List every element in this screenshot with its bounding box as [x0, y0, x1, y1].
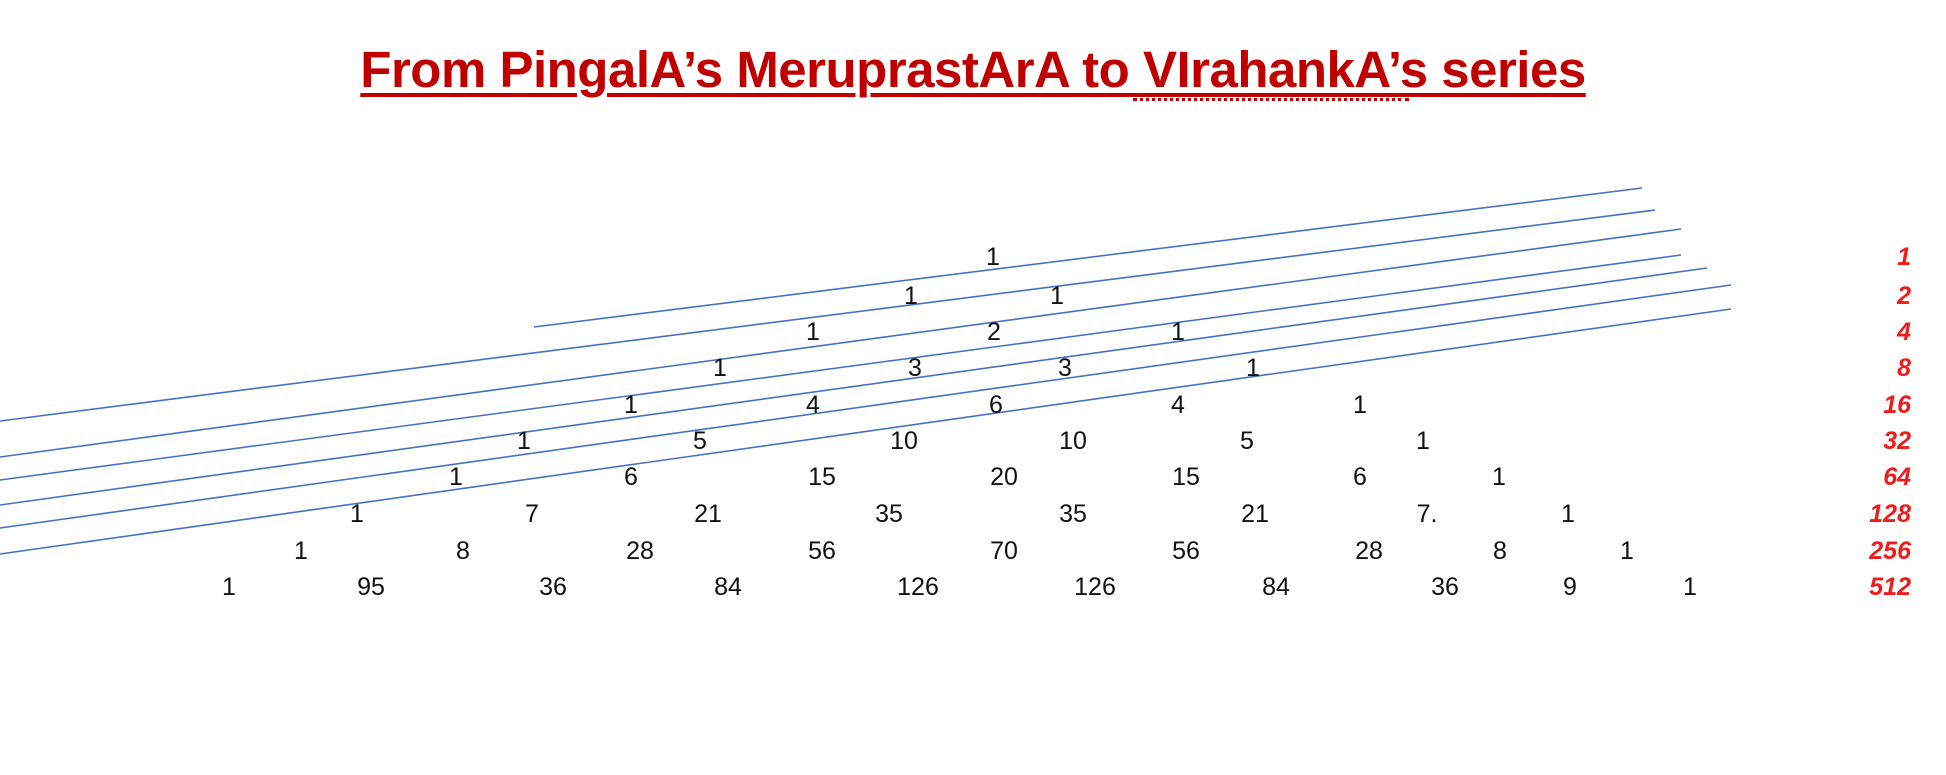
triangle-number-r9-c1: 1: [294, 537, 308, 565]
triangle-number-r8-c3: 21: [694, 500, 722, 528]
triangle-number-r9-c5: 70: [990, 537, 1018, 565]
triangle-number-r8-c2: 7: [525, 500, 539, 528]
diagonal-line-1: [533, 187, 1643, 328]
triangle-number-r7-c7: 1: [1492, 463, 1506, 491]
triangle-number-r6-c3: 10: [890, 427, 918, 455]
row-total-1: 1: [1897, 243, 1911, 271]
triangle-number-r10-c7: 84: [1262, 573, 1290, 601]
triangle-number-r5-c3: 6: [989, 391, 1003, 419]
diagonal-line-6: [0, 284, 1732, 529]
triangle-number-r6-c1: 1: [517, 427, 531, 455]
triangle-number-r3-c1: 1: [806, 318, 820, 346]
triangle-number-r6-c4: 10: [1059, 427, 1087, 455]
triangle-number-r4-c2: 3: [908, 354, 922, 382]
triangle-number-r5-c1: 1: [624, 391, 638, 419]
row-total-10: 512: [1869, 573, 1911, 601]
diagonal-line-3: [0, 228, 1682, 458]
triangle-number-r6-c5: 5: [1240, 427, 1254, 455]
triangle-number-r9-c8: 8: [1493, 537, 1507, 565]
triangle-number-r10-c1: 1: [222, 573, 236, 601]
row-total-7: 64: [1883, 463, 1911, 491]
triangle-number-r7-c3: 15: [808, 463, 836, 491]
triangle-number-r7-c6: 6: [1353, 463, 1367, 491]
triangle-number-r5-c2: 4: [806, 391, 820, 419]
triangle-number-r5-c4: 4: [1171, 391, 1185, 419]
diagonal-line-5: [0, 267, 1708, 506]
triangle-number-r9-c7: 28: [1355, 537, 1383, 565]
row-total-8: 128: [1869, 500, 1911, 528]
triangle-number-r8-c6: 21: [1241, 500, 1269, 528]
row-total-5: 16: [1883, 391, 1911, 419]
triangle-number-r10-c6: 126: [1074, 573, 1116, 601]
diagonal-line-4: [0, 254, 1682, 481]
triangle-number-r7-c5: 15: [1172, 463, 1200, 491]
triangle-number-r1-c1: 1: [986, 243, 1000, 271]
diagonal-line-7: [0, 308, 1732, 555]
triangle-number-r8-c7: 7.: [1416, 500, 1438, 528]
triangle-number-r5-c5: 1: [1353, 391, 1367, 419]
triangle-number-r3-c2: 2: [987, 318, 1001, 346]
triangle-number-r10-c4: 84: [714, 573, 742, 601]
row-total-3: 4: [1897, 318, 1911, 346]
triangle-number-r8-c5: 35: [1059, 500, 1087, 528]
triangle-number-r10-c2: 95: [357, 573, 385, 601]
triangle-number-r6-c2: 5: [693, 427, 707, 455]
triangle-number-r9-c4: 56: [808, 537, 836, 565]
triangle-number-r7-c1: 1: [449, 463, 463, 491]
triangle-number-r10-c5: 126: [897, 573, 939, 601]
triangle-number-r4-c1: 1: [713, 354, 727, 382]
row-total-6: 32: [1883, 427, 1911, 455]
spellcheck-squiggle: [1133, 98, 1409, 101]
row-total-2: 2: [1897, 282, 1911, 310]
triangle-number-r7-c2: 6: [624, 463, 638, 491]
triangle-number-r4-c4: 1: [1246, 354, 1260, 382]
diagonal-line-2: [0, 209, 1656, 422]
triangle-number-r2-c2: 1: [1050, 282, 1064, 310]
row-total-4: 8: [1897, 354, 1911, 382]
triangle-number-r10-c3: 36: [539, 573, 567, 601]
triangle-number-r9-c3: 28: [626, 537, 654, 565]
triangle-number-r6-c6: 1: [1416, 427, 1430, 455]
triangle-number-r8-c8: 1: [1561, 500, 1575, 528]
triangle-number-r9-c2: 8: [456, 537, 470, 565]
triangle-number-r9-c9: 1: [1620, 537, 1634, 565]
triangle-number-r9-c6: 56: [1172, 537, 1200, 565]
row-total-9: 256: [1869, 537, 1911, 565]
triangle-number-r7-c4: 20: [990, 463, 1018, 491]
triangle-number-r10-c9: 9: [1563, 573, 1577, 601]
triangle-number-r2-c1: 1: [904, 282, 918, 310]
triangle-number-r10-c8: 36: [1431, 573, 1459, 601]
triangle-number-r8-c4: 35: [875, 500, 903, 528]
triangle-number-r4-c3: 3: [1058, 354, 1072, 382]
triangle-number-r10-c10: 1: [1683, 573, 1697, 601]
triangle-number-r8-c1: 1: [350, 500, 364, 528]
slide-title: From PingalA’s MeruprastArA to VIrahankA…: [360, 41, 1586, 98]
triangle-number-r3-c3: 1: [1171, 318, 1185, 346]
